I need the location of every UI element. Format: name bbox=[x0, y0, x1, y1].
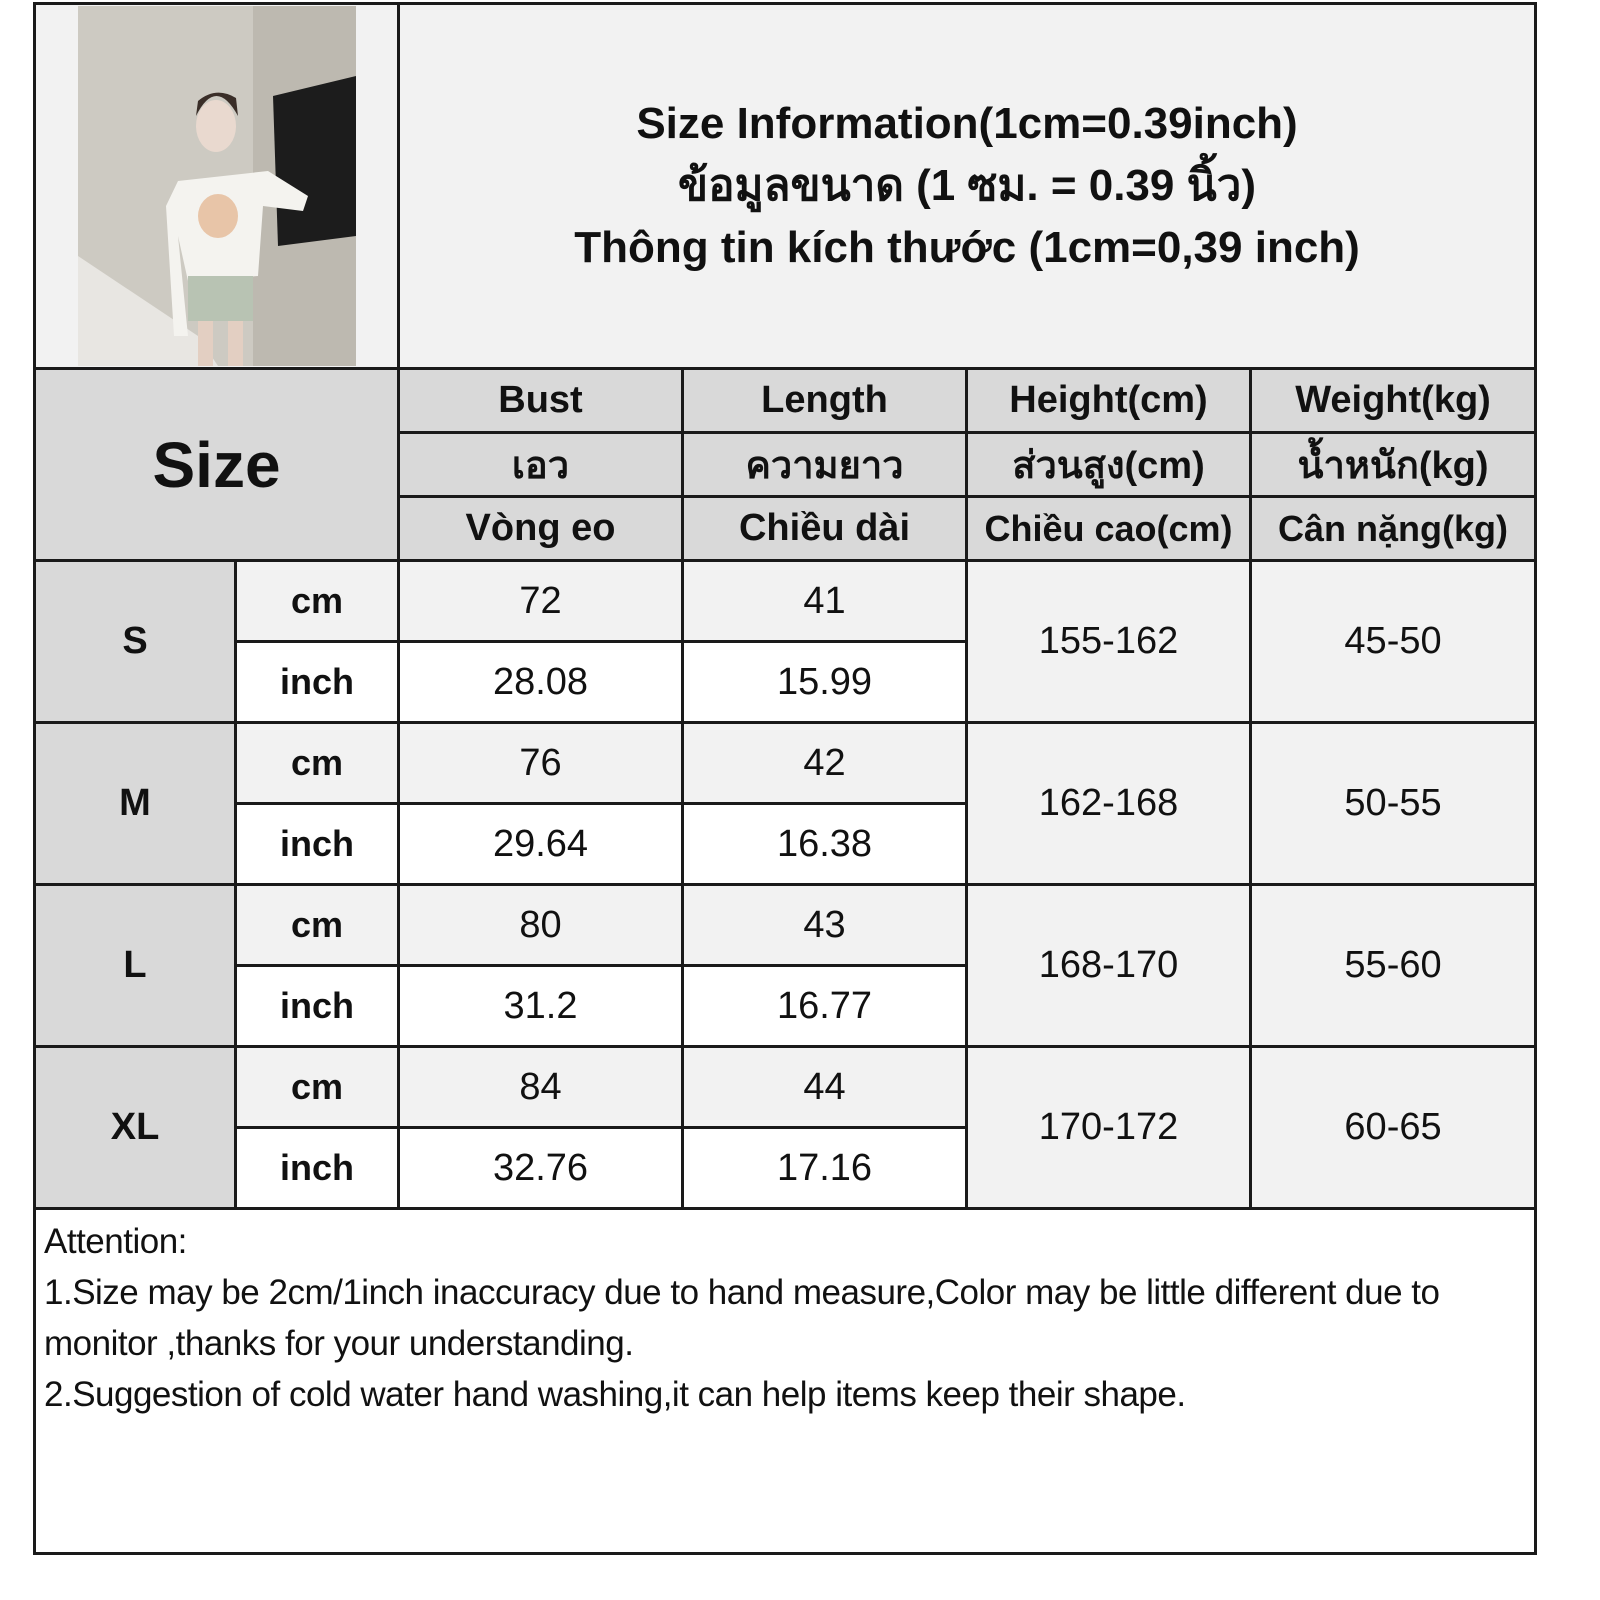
table-row: inch 32.76 17.16 bbox=[35, 1126, 1536, 1210]
title-english: Size Information(1cm=0.39inch) bbox=[636, 99, 1298, 148]
bust-inch-value: 32.76 bbox=[397, 1126, 684, 1210]
height-range: 168-170 bbox=[965, 883, 1252, 1048]
table-row: inch 28.08 15.99 bbox=[35, 640, 1536, 724]
title-thai: ข้อมูลขนาด (1 ซม. = 0.39 นิ้ว) bbox=[678, 161, 1257, 210]
bust-cm-value: 76 bbox=[397, 721, 684, 805]
length-inch-value: 16.77 bbox=[681, 964, 968, 1048]
header-weight-vi: Cân nặng(kg) bbox=[1248, 495, 1538, 562]
header-length-th: ความยาว bbox=[681, 431, 968, 498]
table-row: inch 29.64 16.38 bbox=[35, 802, 1536, 886]
table-row: XL cm 84 44 170-172 60-65 bbox=[33, 1045, 1538, 1210]
size-chart-table: Size Information(1cm=0.39inch) ข้อมูลขนา… bbox=[32, 2, 1538, 1555]
product-photo-icon bbox=[77, 6, 356, 366]
header-height-vi: Chiều cao(cm) bbox=[965, 495, 1252, 562]
unit-inch-label: inch bbox=[234, 802, 400, 886]
bust-cm-value: 80 bbox=[397, 883, 684, 967]
attention-notes: Attention: 1.Size may be 2cm/1inch inacc… bbox=[32, 1207, 1538, 1555]
weight-range: 50-55 bbox=[1248, 721, 1538, 886]
header-bust-vi: Vòng eo bbox=[397, 495, 684, 562]
notes-heading: Attention: bbox=[44, 1222, 187, 1261]
unit-inch-label: inch bbox=[234, 964, 400, 1048]
length-cm-value: 44 bbox=[681, 1045, 968, 1129]
bust-inch-value: 31.2 bbox=[397, 964, 684, 1048]
length-cm-value: 41 bbox=[681, 559, 968, 643]
header-height-th: ส่วนสูง(cm) bbox=[965, 431, 1252, 498]
header-bust-en: Bust bbox=[397, 367, 684, 434]
table-row: inch 31.2 16.77 bbox=[35, 964, 1536, 1048]
unit-cm-label: cm bbox=[234, 883, 400, 967]
height-range: 170-172 bbox=[965, 1045, 1252, 1210]
weight-range: 60-65 bbox=[1248, 1045, 1538, 1210]
header-height-en: Height(cm) bbox=[965, 367, 1252, 434]
size-label: L bbox=[33, 883, 237, 1048]
length-inch-value: 17.16 bbox=[681, 1126, 968, 1210]
title-vietnamese: Thông tin kích thước (1cm=0,39 inch) bbox=[574, 223, 1360, 272]
bust-inch-value: 29.64 bbox=[397, 802, 684, 886]
weight-range: 55-60 bbox=[1248, 883, 1538, 1048]
size-label: XL bbox=[33, 1045, 237, 1210]
unit-inch-label: inch bbox=[234, 640, 400, 724]
height-range: 162-168 bbox=[965, 721, 1252, 886]
header-length-en: Length bbox=[681, 367, 968, 434]
length-inch-value: 15.99 bbox=[681, 640, 968, 724]
height-range: 155-162 bbox=[965, 559, 1252, 724]
header-length-vi: Chiều dài bbox=[681, 495, 968, 562]
header-weight-th: น้ำหนัก(kg) bbox=[1248, 431, 1538, 498]
size-info-title: Size Information(1cm=0.39inch) ข้อมูลขนา… bbox=[396, 2, 1538, 370]
unit-cm-label: cm bbox=[234, 559, 400, 643]
note-item: 2.Suggestion of cold water hand washing,… bbox=[44, 1375, 1186, 1414]
bust-cm-value: 84 bbox=[397, 1045, 684, 1129]
header-weight-en: Weight(kg) bbox=[1248, 367, 1538, 434]
unit-inch-label: inch bbox=[234, 1126, 400, 1210]
size-header: Size bbox=[33, 367, 400, 562]
unit-cm-label: cm bbox=[234, 1045, 400, 1129]
header-bust-th: เอว bbox=[397, 431, 684, 498]
note-item: 1.Size may be 2cm/1inch inaccuracy due t… bbox=[44, 1273, 1440, 1363]
unit-cm-label: cm bbox=[234, 721, 400, 805]
bust-inch-value: 28.08 bbox=[397, 640, 684, 724]
product-photo bbox=[77, 6, 356, 366]
size-label: M bbox=[33, 721, 237, 886]
length-cm-value: 42 bbox=[681, 721, 968, 805]
length-cm-value: 43 bbox=[681, 883, 968, 967]
product-photo-cell bbox=[33, 2, 400, 370]
size-label: S bbox=[33, 559, 237, 724]
length-inch-value: 16.38 bbox=[681, 802, 968, 886]
bust-cm-value: 72 bbox=[397, 559, 684, 643]
weight-range: 45-50 bbox=[1248, 559, 1538, 724]
